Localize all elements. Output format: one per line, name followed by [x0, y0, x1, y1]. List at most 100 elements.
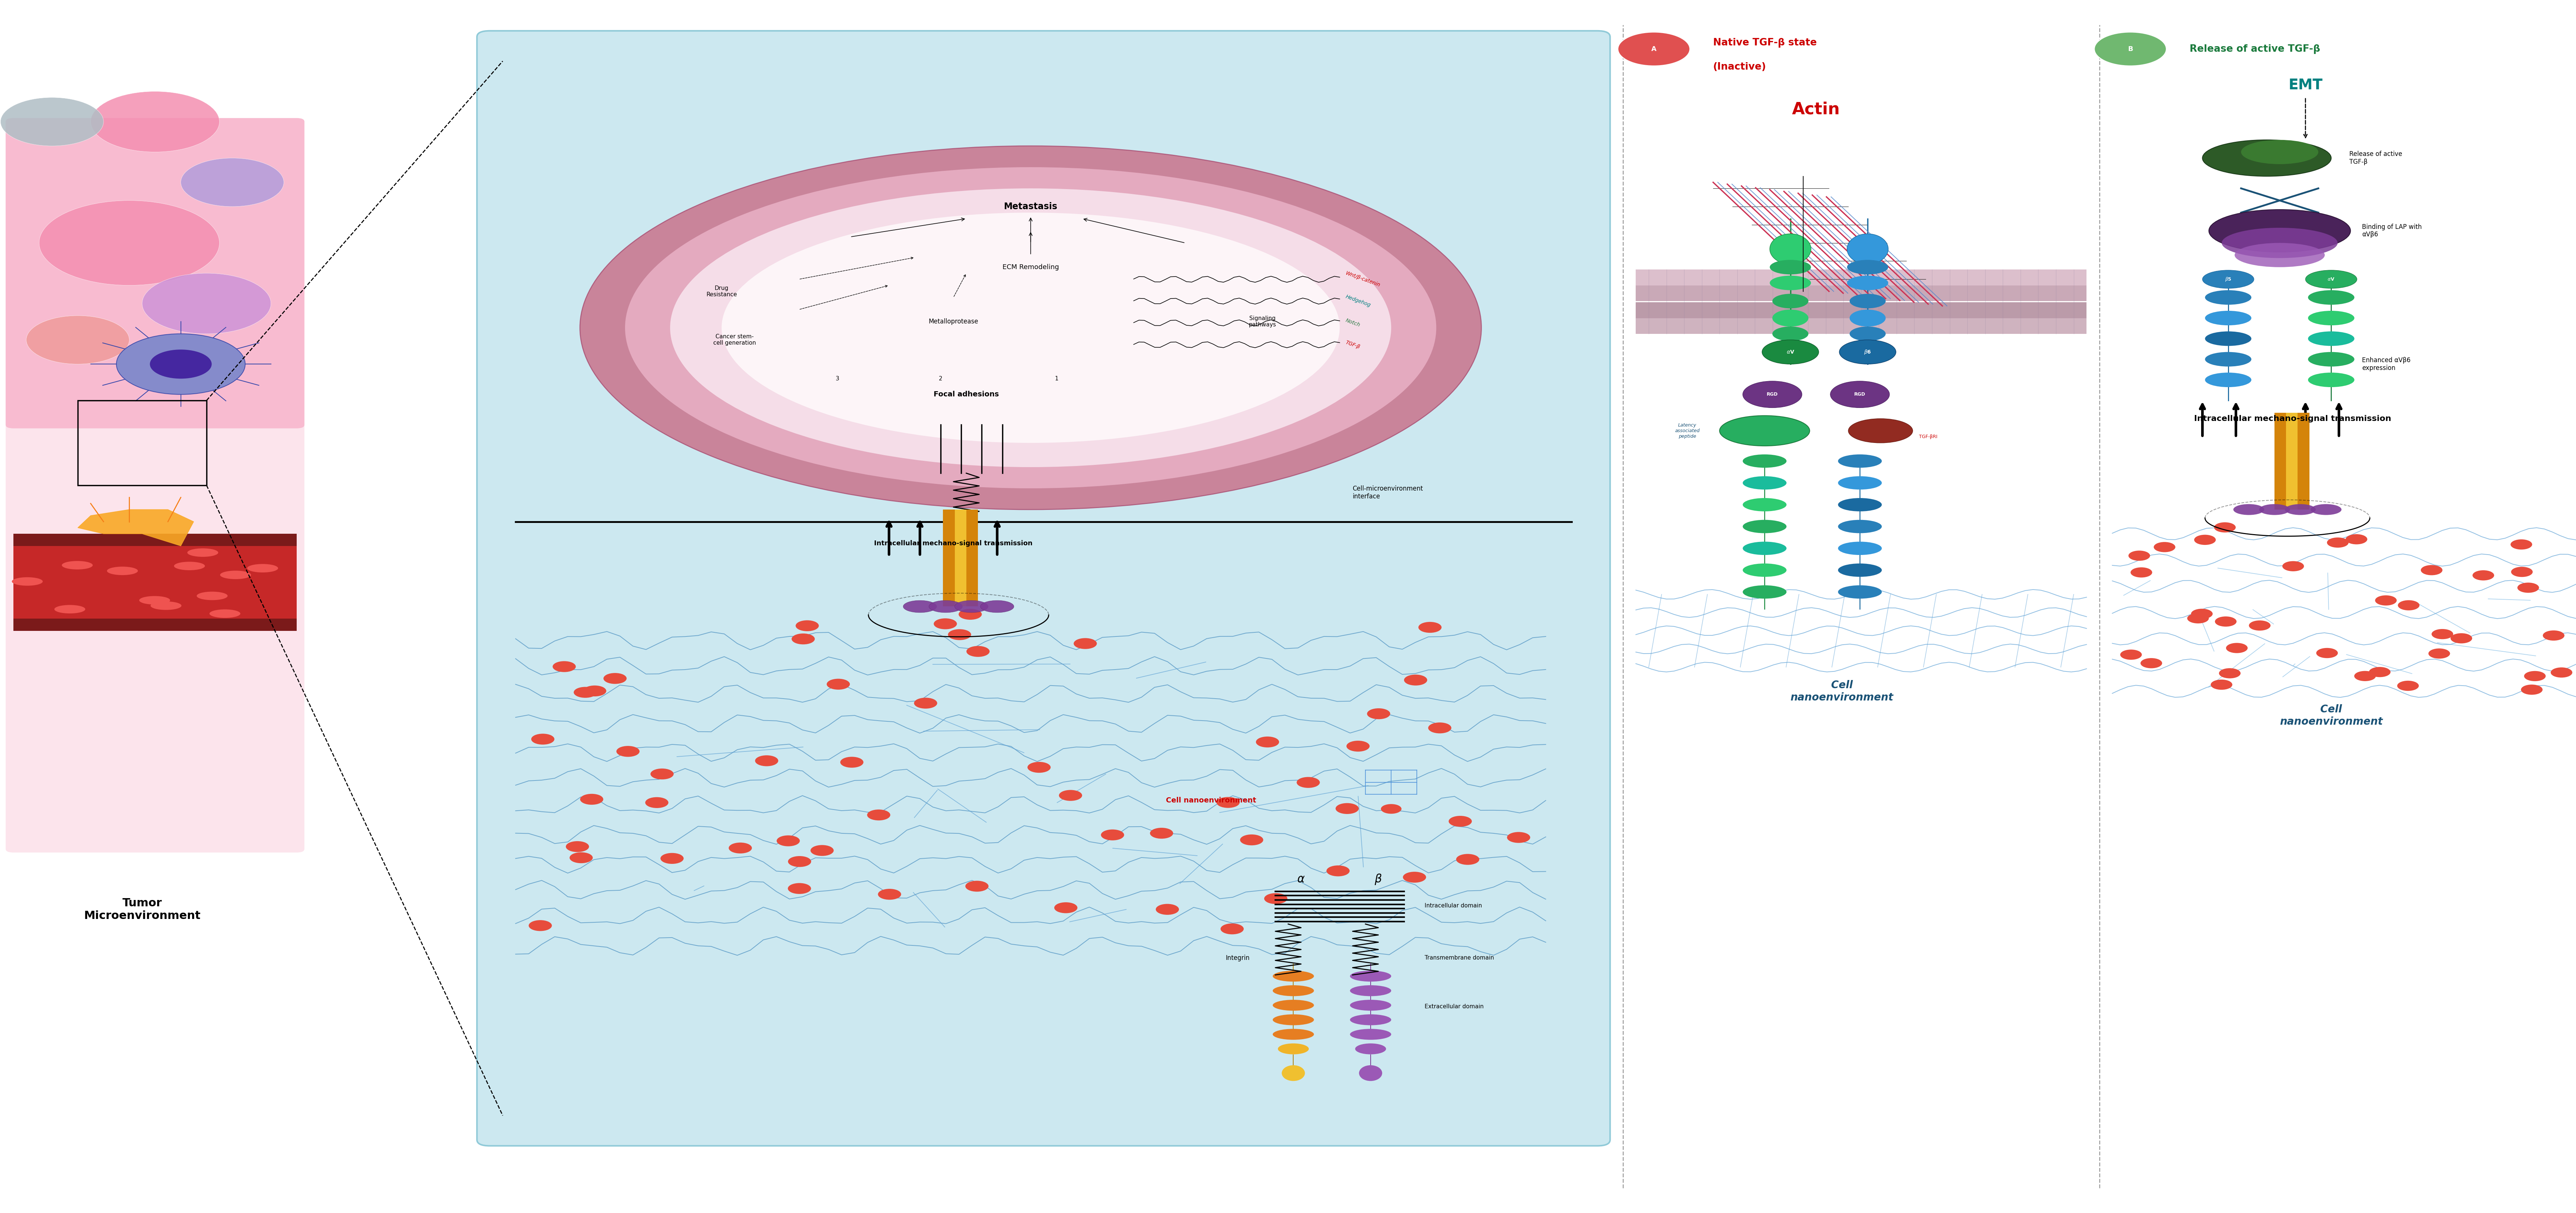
Text: ECM Remodeling: ECM Remodeling	[1002, 263, 1059, 270]
Circle shape	[1404, 674, 1427, 685]
Circle shape	[2210, 679, 2231, 690]
Circle shape	[616, 746, 639, 757]
Ellipse shape	[2308, 352, 2354, 366]
Circle shape	[1419, 622, 1443, 633]
Circle shape	[1100, 830, 1123, 841]
Circle shape	[2519, 684, 2543, 695]
Ellipse shape	[1741, 564, 1785, 577]
Circle shape	[116, 334, 245, 394]
Circle shape	[2128, 551, 2151, 560]
Text: Binding of LAP with
αVβ6: Binding of LAP with αVβ6	[2362, 223, 2421, 238]
Text: Notch: Notch	[1345, 318, 1360, 328]
Circle shape	[1149, 827, 1172, 838]
Circle shape	[2249, 620, 2269, 631]
Circle shape	[2517, 582, 2537, 593]
Text: Tumor
Microenvironment: Tumor Microenvironment	[85, 898, 201, 921]
Circle shape	[2154, 542, 2174, 552]
Circle shape	[2094, 32, 2166, 66]
Circle shape	[2213, 523, 2236, 533]
Bar	[1636, 285, 2087, 301]
Ellipse shape	[175, 562, 206, 570]
Text: Intracellular mechano-signal transmission: Intracellular mechano-signal transmissio…	[2195, 415, 2391, 422]
Ellipse shape	[209, 609, 240, 617]
Circle shape	[2120, 650, 2141, 660]
Text: Enhanced αVβ6
expression: Enhanced αVβ6 expression	[2362, 357, 2411, 371]
Ellipse shape	[1837, 499, 1880, 512]
Ellipse shape	[1837, 477, 1880, 490]
Ellipse shape	[1741, 477, 1785, 490]
Circle shape	[2187, 614, 2208, 623]
Circle shape	[1265, 893, 1288, 904]
Ellipse shape	[1762, 340, 1819, 364]
Circle shape	[567, 841, 590, 852]
Text: Transmembrane domain: Transmembrane domain	[1425, 955, 1494, 961]
Ellipse shape	[1839, 340, 1896, 364]
Ellipse shape	[956, 600, 989, 613]
Circle shape	[574, 687, 598, 697]
Circle shape	[2473, 570, 2494, 581]
Circle shape	[142, 273, 270, 334]
Ellipse shape	[1772, 326, 1808, 341]
Polygon shape	[77, 509, 193, 546]
Circle shape	[1327, 865, 1350, 876]
Ellipse shape	[1273, 1014, 1314, 1025]
Text: A: A	[1651, 46, 1656, 52]
Text: $\alpha$V: $\alpha$V	[2326, 277, 2334, 281]
Circle shape	[551, 661, 574, 672]
Ellipse shape	[54, 605, 85, 614]
Ellipse shape	[1772, 309, 1808, 326]
Ellipse shape	[2311, 505, 2342, 516]
Circle shape	[659, 853, 683, 864]
Ellipse shape	[1850, 326, 1886, 341]
Circle shape	[791, 633, 814, 644]
Circle shape	[2524, 671, 2545, 682]
Bar	[13, 546, 296, 619]
Circle shape	[2326, 537, 2349, 547]
Circle shape	[2130, 568, 2151, 577]
Circle shape	[966, 881, 989, 892]
Circle shape	[2398, 600, 2419, 610]
Text: Metalloprotease: Metalloprotease	[927, 318, 979, 325]
Ellipse shape	[2233, 505, 2264, 516]
Ellipse shape	[670, 188, 1391, 467]
Text: 1: 1	[1054, 376, 1059, 381]
Circle shape	[1334, 803, 1358, 814]
Ellipse shape	[1283, 1065, 1303, 1081]
Circle shape	[840, 757, 863, 768]
Bar	[2275, 412, 2285, 509]
Ellipse shape	[1770, 260, 1811, 274]
Circle shape	[1157, 904, 1180, 915]
Ellipse shape	[2285, 505, 2316, 516]
Ellipse shape	[1837, 542, 1880, 556]
Circle shape	[39, 200, 219, 285]
Ellipse shape	[626, 167, 1435, 489]
Ellipse shape	[1837, 586, 1880, 599]
Text: $\beta$5: $\beta$5	[2226, 277, 2231, 283]
Circle shape	[1054, 902, 1077, 913]
Text: Cell-microenvironment
interface: Cell-microenvironment interface	[1352, 485, 1422, 500]
Bar	[1636, 318, 2087, 334]
Ellipse shape	[2306, 270, 2357, 289]
Circle shape	[26, 315, 129, 364]
Circle shape	[878, 889, 902, 900]
Ellipse shape	[1358, 1065, 1381, 1081]
Circle shape	[729, 843, 752, 854]
Ellipse shape	[1741, 381, 1801, 408]
Text: Cancer stem-
cell generation: Cancer stem- cell generation	[714, 334, 755, 346]
Circle shape	[2432, 630, 2452, 639]
Ellipse shape	[139, 596, 170, 604]
Ellipse shape	[149, 602, 180, 610]
Ellipse shape	[1273, 1000, 1314, 1010]
Circle shape	[868, 809, 891, 820]
Circle shape	[966, 647, 989, 657]
Ellipse shape	[1829, 381, 1888, 408]
Ellipse shape	[1273, 985, 1314, 996]
Circle shape	[1427, 723, 1450, 734]
Ellipse shape	[2308, 372, 2354, 387]
Circle shape	[788, 883, 811, 894]
Circle shape	[2226, 643, 2246, 653]
Ellipse shape	[721, 212, 1340, 443]
Circle shape	[788, 856, 811, 867]
Circle shape	[603, 673, 626, 684]
Ellipse shape	[2205, 352, 2251, 366]
